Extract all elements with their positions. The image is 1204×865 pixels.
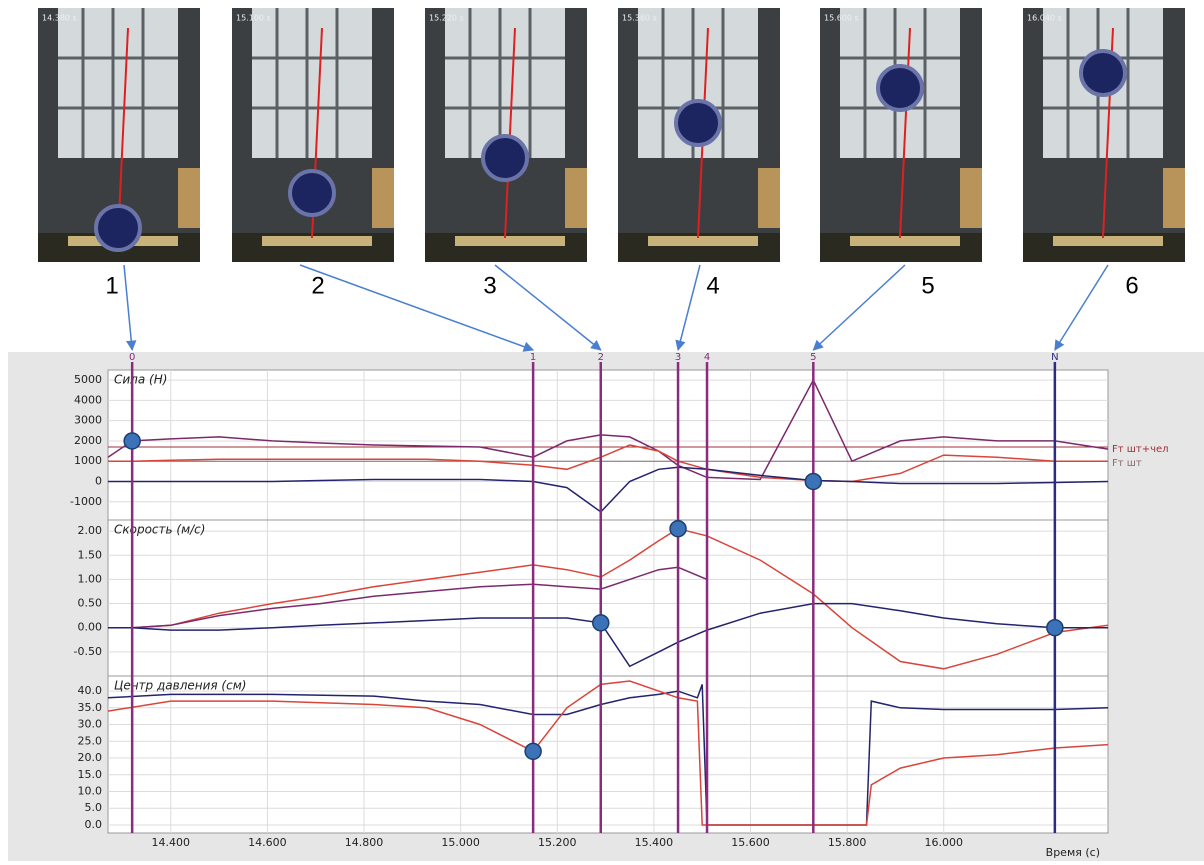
y-tick-label: 5000 [74, 373, 102, 386]
barbell [290, 171, 334, 215]
y-tick-label: 10.0 [78, 784, 103, 797]
photo: 15.360 s [618, 8, 780, 262]
event-marker-label: 4 [704, 352, 710, 363]
photo: 14.380 s [38, 8, 200, 262]
event-marker-label: 3 [675, 352, 681, 363]
barbell [483, 136, 527, 180]
photo-timestamp: 15.220 s [429, 14, 464, 23]
y-tick-label: 1000 [74, 454, 102, 467]
frame-number: 3 [483, 272, 496, 299]
barbell [676, 101, 720, 145]
x-tick-label: 14.600 [248, 836, 287, 849]
y-tick-label: 0.0 [85, 818, 103, 831]
y-tick-label: -1000 [70, 495, 102, 508]
x-tick-label: 15.200 [538, 836, 577, 849]
event-point [1047, 620, 1063, 636]
photo-timestamp: 14.380 s [42, 14, 77, 23]
legend-label: Fт шт+чел [1112, 444, 1169, 455]
y-tick-label: 1.50 [78, 548, 103, 561]
y-tick-label: 4000 [74, 393, 102, 406]
frame-number: 1 [105, 272, 118, 299]
x-tick-label: 16.000 [924, 836, 963, 849]
y-tick-label: -0.50 [74, 645, 102, 658]
y-tick-label: 25.0 [78, 734, 103, 747]
event-marker-label: 0 [129, 352, 135, 363]
photo-timestamp: 16.040 s [1027, 14, 1062, 23]
event-marker-label: 1 [530, 352, 536, 363]
photo: 15.100 s [232, 8, 394, 262]
frame-number: 6 [1125, 272, 1138, 299]
photo-timestamp: 15.600 s [824, 14, 859, 23]
arrow [813, 265, 905, 350]
event-marker-label: 2 [598, 352, 604, 363]
frame-number: 2 [311, 272, 324, 299]
y-tick-label: 0.00 [78, 621, 103, 634]
photo-timestamp: 15.100 s [236, 14, 271, 23]
event-point [805, 473, 821, 489]
x-axis-label: Время (с) [1046, 846, 1100, 859]
photo: 15.220 s [425, 8, 587, 262]
y-tick-label: 15.0 [78, 768, 103, 781]
frame-number: 5 [921, 272, 934, 299]
event-point [593, 615, 609, 631]
y-tick-label: 5.0 [85, 801, 103, 814]
panel-title: Сила (Н) [114, 373, 167, 387]
x-tick-label: 14.400 [152, 836, 191, 849]
panel-title: Скорость (м/с) [114, 523, 205, 537]
y-tick-label: 0 [95, 474, 102, 487]
photo: 15.600 s [820, 8, 982, 262]
photo-timestamp: 15.360 s [622, 14, 657, 23]
figure: 14.380 s 15.100 s 15.220 s 15.360 s 15.600 s… [0, 0, 1204, 861]
event-point [670, 521, 686, 537]
legend-label: Fт шт [1112, 458, 1142, 469]
event-point [124, 433, 140, 449]
event-point [525, 743, 541, 759]
y-tick-label: 2000 [74, 434, 102, 447]
barbell [878, 66, 922, 110]
panel-title: Центр давления (см) [114, 679, 246, 693]
y-tick-label: 2.00 [78, 524, 103, 537]
arrow [124, 265, 132, 350]
arrow [300, 265, 533, 350]
y-tick-label: 0.50 [78, 597, 103, 610]
barbell [96, 206, 140, 250]
x-tick-label: 15.600 [731, 836, 770, 849]
photo: 16.040 s [1023, 8, 1185, 262]
y-tick-label: 30.0 [78, 718, 103, 731]
x-tick-label: 15.800 [828, 836, 867, 849]
y-tick-label: 20.0 [78, 751, 103, 764]
x-tick-label: 14.800 [345, 836, 384, 849]
arrow [495, 265, 601, 350]
x-tick-label: 15.000 [441, 836, 480, 849]
barbell [1081, 51, 1125, 95]
y-tick-label: 1.00 [78, 572, 103, 585]
frame-number: 4 [706, 272, 719, 299]
arrow [678, 265, 700, 350]
event-marker-label: 5 [810, 352, 816, 363]
y-tick-label: 35.0 [78, 701, 103, 714]
arrow [1055, 265, 1108, 350]
x-tick-label: 15.400 [635, 836, 674, 849]
y-tick-label: 40.0 [78, 684, 103, 697]
y-tick-label: 3000 [74, 414, 102, 427]
photo-strip: 14.380 s 15.100 s 15.220 s 15.360 s 15.600 s… [38, 8, 1185, 262]
event-marker-label: N [1051, 352, 1058, 363]
